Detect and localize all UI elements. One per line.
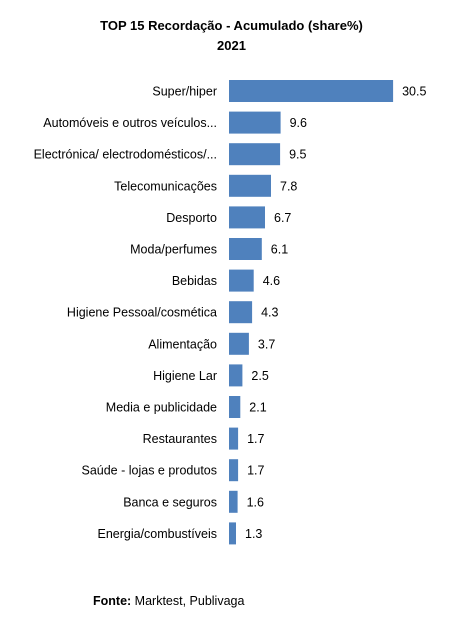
category-label: Bebidas xyxy=(172,274,217,288)
category-label: Desporto xyxy=(166,211,217,225)
category-label: Higiene Lar xyxy=(153,369,217,383)
data-label: 9.5 xyxy=(289,148,306,162)
category-label: Automóveis e outros veículos... xyxy=(43,116,217,130)
category-label: Restaurantes xyxy=(143,432,217,446)
data-label: 4.6 xyxy=(263,274,280,288)
data-label: 6.7 xyxy=(274,211,291,225)
category-label: Energia/combustíveis xyxy=(97,527,217,541)
source-label: Fonte: xyxy=(93,594,132,608)
data-label: 30.5 xyxy=(402,85,426,99)
data-label: 1.6 xyxy=(247,495,264,509)
bar-6 xyxy=(229,238,262,260)
bar-11 xyxy=(229,396,241,418)
bar-8 xyxy=(229,301,253,324)
chart-title: TOP 15 Recordação - Acumulado (share%) xyxy=(100,18,363,33)
bar-5 xyxy=(229,206,265,229)
bar-14 xyxy=(229,490,238,513)
category-label: Moda/perfumes xyxy=(130,243,217,257)
category-label: Super/hiper xyxy=(152,85,217,99)
category-label: Saúde - lojas e produtos xyxy=(81,464,217,478)
data-label: 9.6 xyxy=(290,116,307,130)
bar-15 xyxy=(229,522,236,545)
data-label: 7.8 xyxy=(280,179,297,193)
data-label: 1.7 xyxy=(247,432,264,446)
category-label: Higiene Pessoal/cosmética xyxy=(67,306,217,320)
category-label: Telecomunicações xyxy=(114,179,217,193)
data-label: 3.7 xyxy=(258,337,275,351)
bar-3 xyxy=(229,143,281,166)
data-label: 1.7 xyxy=(247,464,264,478)
bar-4 xyxy=(229,174,271,197)
category-label: Electrónica/ electrodomésticos/... xyxy=(34,148,217,162)
bar-12 xyxy=(229,427,239,450)
category-label: Alimentação xyxy=(148,337,217,351)
data-label: 6.1 xyxy=(271,243,288,257)
bar-1 xyxy=(229,80,394,102)
data-label: 4.3 xyxy=(261,306,278,320)
bar-13 xyxy=(229,459,239,482)
category-label: Media e publicidade xyxy=(106,401,217,415)
bar-2 xyxy=(229,111,281,134)
data-label: 2.5 xyxy=(251,369,268,383)
category-label: Banca e seguros xyxy=(123,495,217,509)
source-text: Marktest, Publivaga xyxy=(131,594,245,608)
chart-subtitle: 2021 xyxy=(217,38,246,53)
source-note: Fonte: Marktest, Publivaga xyxy=(93,594,244,608)
bar-9 xyxy=(229,332,249,355)
data-label: 2.1 xyxy=(249,401,266,415)
bar-7 xyxy=(229,269,254,292)
data-label: 1.3 xyxy=(245,527,262,541)
bar-10 xyxy=(229,364,243,387)
